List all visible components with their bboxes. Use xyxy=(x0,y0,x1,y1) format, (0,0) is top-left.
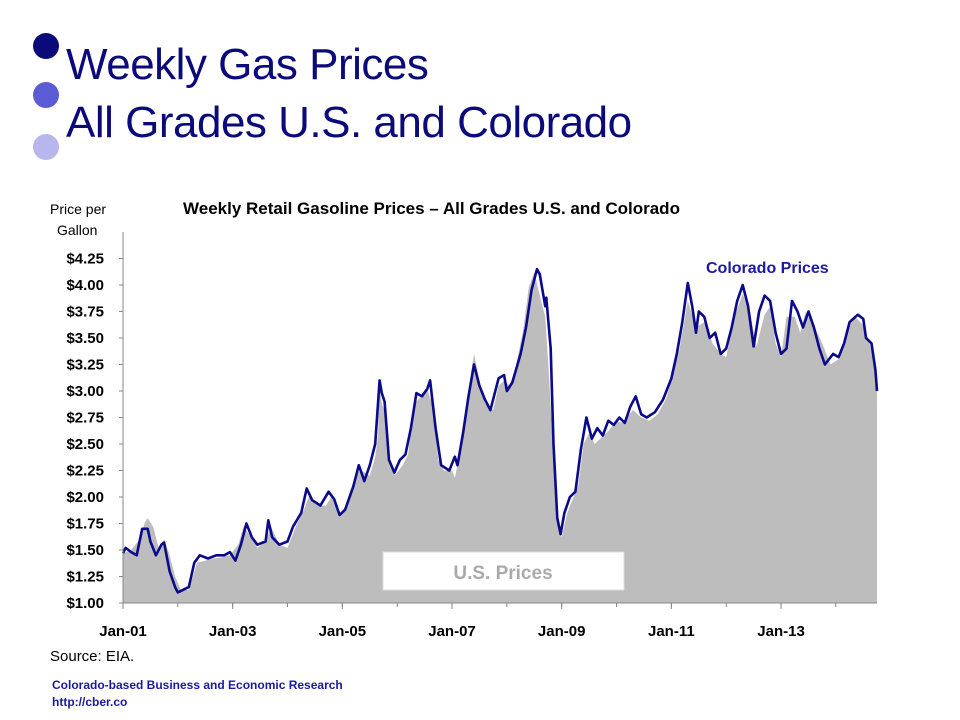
x-tick-label: Jan-11 xyxy=(648,623,695,640)
x-tick-label: Jan-07 xyxy=(428,623,476,640)
bullet-light xyxy=(33,134,59,160)
slide-title-line1: Weekly Gas Prices xyxy=(66,40,429,89)
us-prices-label-box xyxy=(382,551,625,591)
y-tick-label: $2.00 xyxy=(66,489,104,506)
y-tick-label: $3.75 xyxy=(66,304,104,321)
bullet-mid xyxy=(33,82,59,108)
y-tick-label: $2.50 xyxy=(66,436,104,453)
us-prices-label: U.S. Prices xyxy=(453,563,552,584)
y-tick-label: $4.00 xyxy=(66,277,104,294)
y-tick-label: $4.25 xyxy=(66,251,104,268)
y-tick-label: $1.50 xyxy=(66,542,104,559)
bullet-dark xyxy=(33,33,59,59)
x-tick-label: Jan-01 xyxy=(99,623,147,640)
us-price-area xyxy=(123,272,877,603)
y-tick-label: $3.00 xyxy=(66,383,104,400)
y-axis-label-line1: Price per xyxy=(50,201,107,217)
y-tick-label: $1.75 xyxy=(66,516,104,533)
y-tick-label: $3.50 xyxy=(66,330,104,347)
footer-organization: Colorado-based Business and Economic Res… xyxy=(52,678,343,692)
x-tick-label: Jan-03 xyxy=(209,623,257,640)
y-tick-label: $3.25 xyxy=(66,357,104,374)
y-axis-label-line2: Gallon xyxy=(57,222,98,238)
x-tick-label: Jan-05 xyxy=(319,623,367,640)
y-tick-label: $2.75 xyxy=(66,410,104,427)
footer-url: http://cber.co xyxy=(52,695,128,709)
x-tick-label: Jan-09 xyxy=(538,623,586,640)
chart-title: Weekly Retail Gasoline Prices – All Grad… xyxy=(183,199,680,218)
source-note: Source: EIA. xyxy=(50,648,135,665)
y-tick-label: $1.00 xyxy=(66,595,104,612)
slide-title-line2: All Grades U.S. and Colorado xyxy=(66,98,632,147)
x-tick-label: Jan-13 xyxy=(757,623,805,640)
y-tick-label: $2.25 xyxy=(66,463,104,480)
y-tick-label: $1.25 xyxy=(66,569,104,586)
colorado-prices-label: Colorado Prices xyxy=(706,260,829,277)
colorado-price-line xyxy=(121,267,879,594)
